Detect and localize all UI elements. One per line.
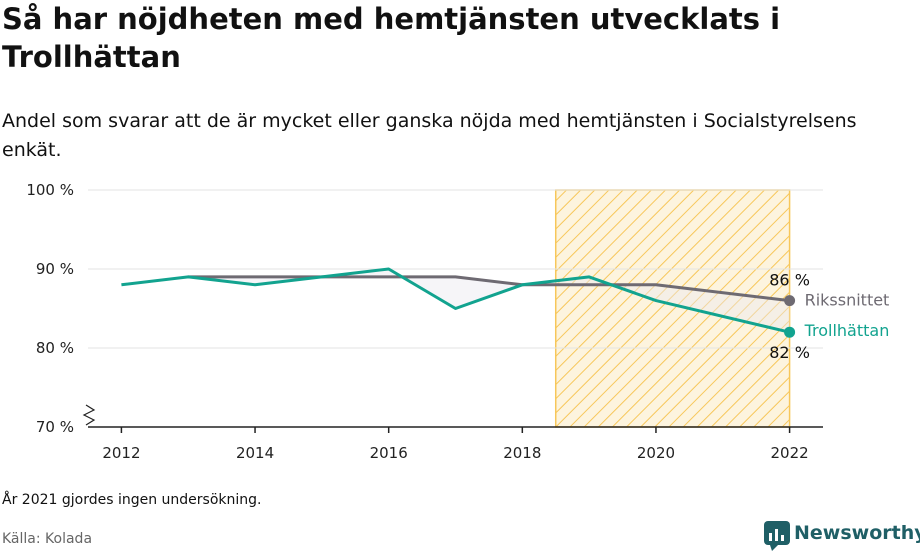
axis-break-icon: [82, 404, 96, 426]
value-label-rikssnittet: 86 %: [769, 271, 810, 290]
line-chart: 70 % 80 % 90 % 100 % 2012 2014 2016 2018 2020 202…: [26, 181, 890, 462]
y-tick-label: 90 %: [36, 260, 74, 278]
y-tick-label: 80 %: [36, 339, 74, 357]
series-line-rikssnittet: [188, 275, 790, 303]
y-tick-label: 100 %: [26, 181, 74, 199]
x-tick-label: 2014: [236, 444, 274, 462]
y-tick-label: 70 %: [36, 418, 74, 436]
end-point-trollhattan: [784, 326, 796, 338]
brand-logo: Newsworthy: [764, 520, 920, 551]
chart-subtitle: Andel som svarar att de är mycket eller …: [2, 110, 857, 161]
x-tick-label: 2020: [637, 444, 675, 462]
brand-name: Newsworthy: [794, 522, 920, 544]
newsworthy-logo-icon: [764, 521, 790, 551]
x-tick-label: 2012: [102, 444, 140, 462]
highlight-range: [554, 189, 791, 428]
series-name-trollhattan: Trollhättan: [804, 321, 890, 340]
series-name-rikssnittet: Rikssnittet: [805, 291, 890, 310]
chart-title: Så har nöjdheten med hemtjänsten utveckl…: [2, 2, 781, 74]
x-tick-label: 2022: [770, 444, 808, 462]
x-tick-label: 2016: [370, 444, 408, 462]
value-label-trollhattan: 82 %: [769, 343, 810, 362]
footnote: År 2021 gjordes ingen undersökning.: [2, 492, 262, 508]
end-point-rikssnittet: [784, 295, 796, 307]
source-note: Källa: Kolada: [2, 531, 93, 547]
series-line-trollhattan: [121, 267, 790, 334]
x-tick-label: 2018: [503, 444, 541, 462]
